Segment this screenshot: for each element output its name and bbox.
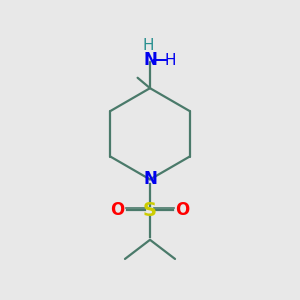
Text: N: N bbox=[143, 170, 157, 188]
Text: N: N bbox=[143, 51, 157, 69]
Text: H: H bbox=[143, 38, 154, 53]
Text: S: S bbox=[143, 201, 157, 220]
Text: H: H bbox=[165, 53, 176, 68]
Text: O: O bbox=[110, 201, 124, 219]
Text: O: O bbox=[176, 201, 190, 219]
